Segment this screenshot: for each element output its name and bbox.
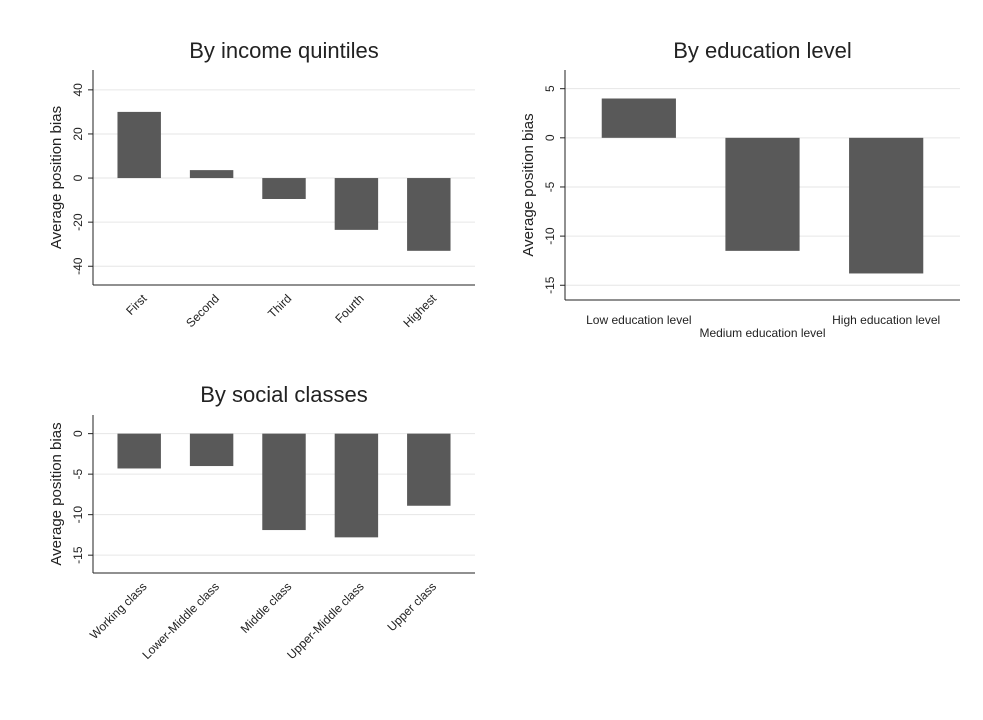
x-tick-label: Low education level — [586, 313, 691, 327]
bar — [117, 433, 161, 469]
bar — [849, 137, 924, 274]
x-tick-label: Third — [265, 291, 294, 320]
bar — [262, 178, 306, 199]
y-tick-label: -15 — [543, 276, 557, 294]
bar — [189, 170, 234, 179]
y-tick-label: 0 — [71, 430, 85, 437]
y-tick-label: 20 — [71, 127, 85, 141]
x-tick-label: Working class — [87, 579, 150, 642]
chart-title: By education level — [673, 38, 852, 63]
y-axis-title: Average position bias — [48, 422, 65, 565]
x-tick-label: Highest — [400, 291, 439, 330]
y-tick-label: 0 — [543, 134, 557, 141]
bar — [407, 178, 451, 251]
y-tick-label: 40 — [71, 83, 85, 97]
y-tick-label: 5 — [543, 85, 557, 92]
x-tick-label: Medium education level — [699, 326, 825, 340]
y-axis-title: Average position bias — [48, 106, 65, 249]
bar — [189, 433, 234, 467]
x-tick-label: Middle class — [238, 579, 295, 636]
y-tick-label: -10 — [543, 227, 557, 245]
y-tick-label: -15 — [71, 546, 85, 564]
x-tick-label: High education level — [832, 313, 940, 327]
y-tick-label: -5 — [71, 468, 85, 479]
y-tick-label: -5 — [543, 181, 557, 192]
x-tick-label: Second — [183, 291, 222, 330]
x-tick-label: First — [123, 291, 150, 318]
y-tick-label: -10 — [71, 506, 85, 524]
chart-title: By social classes — [200, 382, 368, 407]
bar — [117, 111, 161, 179]
bar — [334, 433, 379, 538]
bar — [407, 433, 451, 506]
bar — [262, 433, 306, 531]
bar — [334, 178, 379, 230]
bar — [725, 137, 800, 251]
y-axis-title: Average position bias — [520, 113, 537, 256]
chart-title: By income quintiles — [189, 38, 379, 63]
y-tick-label: 0 — [71, 174, 85, 181]
x-tick-label: Upper class — [384, 579, 439, 634]
x-tick-label: Lower-Middle class — [139, 579, 222, 662]
bar — [601, 98, 676, 138]
y-tick-label: -20 — [71, 213, 85, 231]
x-tick-label: Upper-Middle class — [284, 579, 367, 662]
y-tick-label: -40 — [71, 257, 85, 275]
x-tick-label: Fourth — [332, 291, 366, 325]
